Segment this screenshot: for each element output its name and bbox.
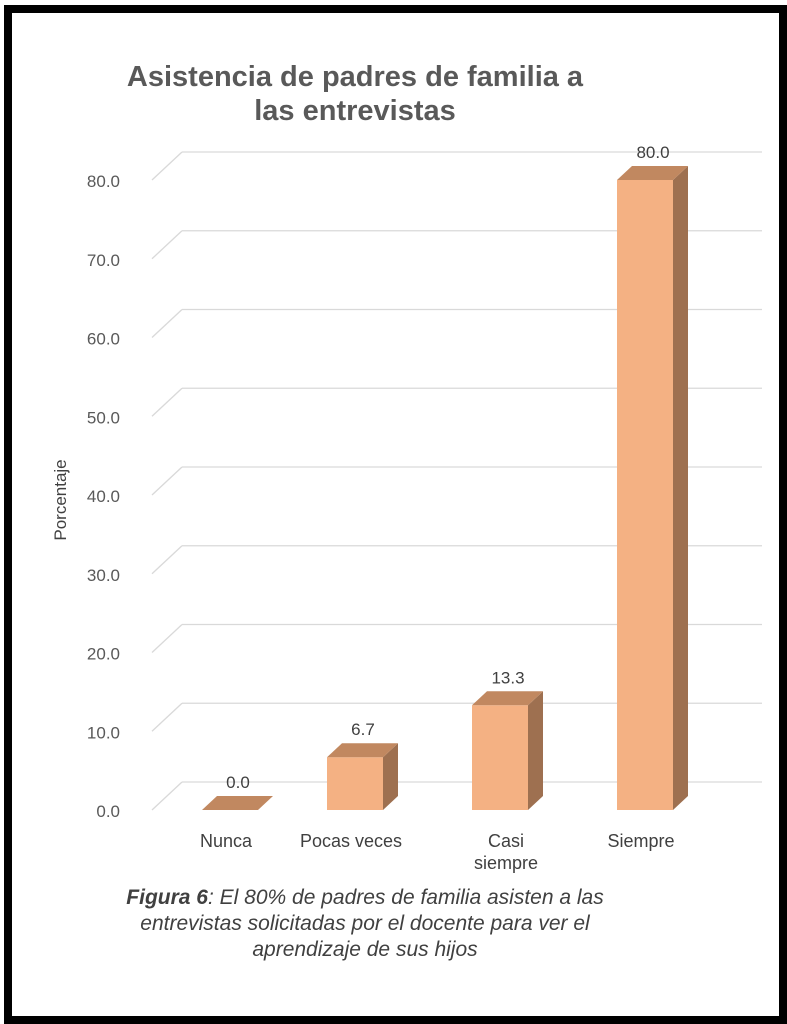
gridline-diagonal [151,545,183,575]
gridline-diagonal [151,624,183,653]
y-axis-label: Porcentaje [51,459,70,540]
y-tick-label: 70.0 [87,251,120,270]
bar-top [202,796,273,810]
y-tick-label: 30.0 [87,566,120,585]
bar-top [327,743,398,758]
y-tick-label: 50.0 [87,408,120,427]
y-tick-label: 80.0 [87,172,120,191]
bar-front [472,705,528,810]
gridline-diagonal [151,230,183,260]
bar-front [617,180,673,810]
bar-side [673,166,688,810]
x-tick-label: Pocas veces [300,831,402,851]
gridline-diagonal [151,466,183,496]
y-tick-label: 0.0 [96,802,120,821]
bar-top [617,166,688,180]
gridline-diagonal [151,702,183,732]
y-tick-label: 10.0 [87,723,120,742]
data-label: 13.3 [491,668,524,687]
gridline-diagonal [151,309,183,338]
data-label: 80.0 [636,143,669,162]
x-tick-label: Siempre [607,831,674,851]
caption-text: : El 80% de padres de familia asisten a … [140,886,604,961]
y-tick-label: 40.0 [87,487,120,506]
gridline-diagonal [151,781,183,811]
x-tick-label: Casi siempre [474,831,538,873]
bar-front [327,757,383,810]
data-label: 6.7 [351,720,375,739]
bar-side [528,691,543,810]
bar-side [383,743,398,810]
y-tick-label: 20.0 [87,645,120,664]
gridline-diagonal [151,151,183,181]
data-label: 0.0 [226,773,250,792]
gridline-diagonal [151,387,183,417]
bar-top [472,691,543,706]
chart-title: Asistencia de padres de familia a las en… [126,61,584,127]
figure-caption: Figura 6: El 80% de padres de familia as… [120,885,610,963]
y-tick-label: 60.0 [87,330,120,349]
caption-label: Figura 6 [126,886,208,909]
x-tick-label: Nunca [200,831,253,851]
